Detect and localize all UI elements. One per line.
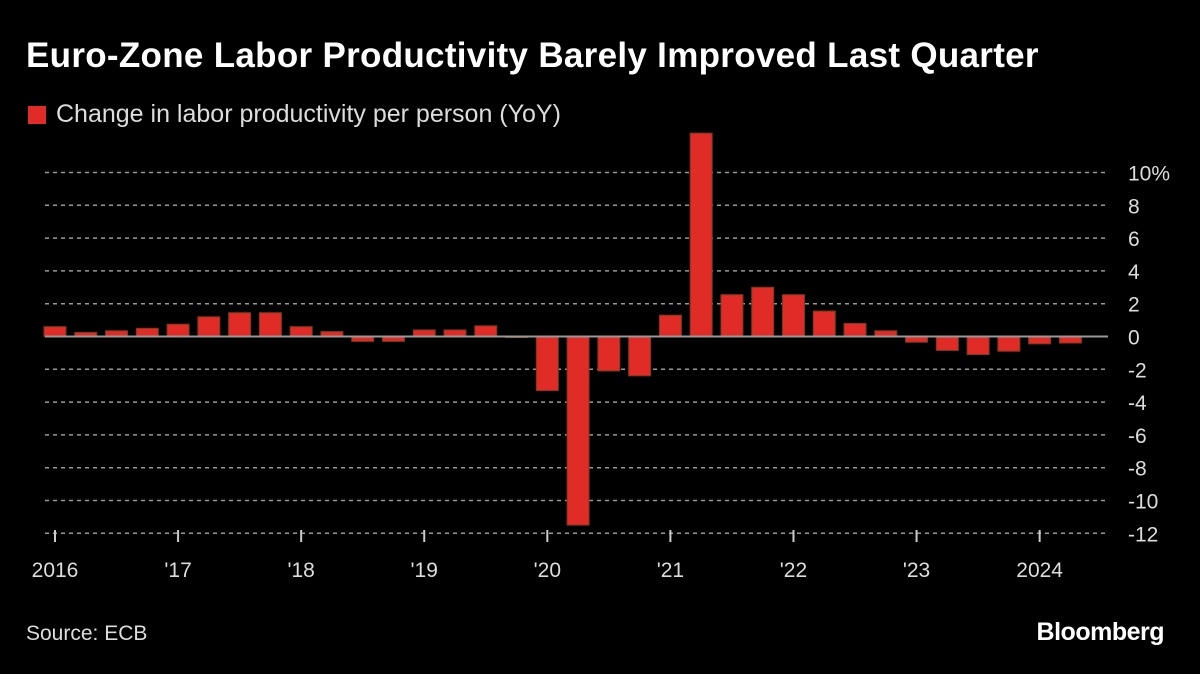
- bar: [658, 314, 682, 337]
- bar: [628, 336, 652, 377]
- bar: [474, 325, 498, 337]
- bar: [843, 322, 867, 338]
- bar: [935, 336, 959, 351]
- x-tick-label: '21: [657, 559, 684, 582]
- y-tick-label: -2: [1128, 359, 1147, 382]
- x-tick-label: '23: [903, 559, 930, 582]
- y-tick-label: 8: [1128, 195, 1140, 218]
- x-tick-label: '20: [534, 559, 561, 582]
- y-tick-label: -10: [1128, 491, 1158, 514]
- bar: [289, 326, 313, 338]
- bar: [535, 336, 559, 392]
- bar: [197, 316, 221, 338]
- bar: [781, 294, 805, 337]
- x-tick-label: 2016: [32, 559, 79, 582]
- x-tick-label: '19: [411, 559, 438, 582]
- source-note: Source: ECB: [26, 622, 148, 645]
- x-tick-label: '18: [287, 559, 314, 582]
- bar: [1028, 336, 1052, 345]
- y-tick-label: 0: [1128, 327, 1140, 350]
- x-tick-label: 2024: [1016, 559, 1063, 582]
- y-tick-label: 2: [1128, 294, 1140, 317]
- bar: [43, 326, 67, 338]
- bar: [720, 294, 744, 337]
- bar: [966, 336, 990, 356]
- y-tick-label: -4: [1128, 392, 1147, 415]
- y-tick-label: -8: [1128, 458, 1147, 481]
- x-tick-label: '22: [780, 559, 807, 582]
- y-tick-label: -12: [1128, 523, 1158, 546]
- y-tick-label: -6: [1128, 425, 1147, 448]
- y-tick-label: 4: [1128, 261, 1140, 284]
- bar: [597, 336, 621, 372]
- chart-title: Euro-Zone Labor Productivity Barely Impr…: [26, 36, 1039, 75]
- legend-label: Change in labor productivity per person …: [56, 100, 561, 128]
- legend: Change in labor productivity per person …: [28, 100, 561, 129]
- bar: [751, 286, 775, 337]
- bar: [997, 336, 1021, 352]
- bar: [689, 132, 713, 337]
- bar: [166, 323, 190, 338]
- y-tick-label: 10%: [1128, 163, 1170, 186]
- bar: [566, 336, 590, 526]
- bar: [135, 327, 159, 337]
- bar: [812, 310, 836, 337]
- legend-swatch: [28, 105, 46, 124]
- x-tick-label: '17: [164, 559, 191, 582]
- bar: [258, 312, 282, 338]
- bar: [228, 312, 252, 338]
- y-tick-label: 6: [1128, 228, 1140, 251]
- bloomberg-logo: Bloomberg: [1036, 618, 1165, 646]
